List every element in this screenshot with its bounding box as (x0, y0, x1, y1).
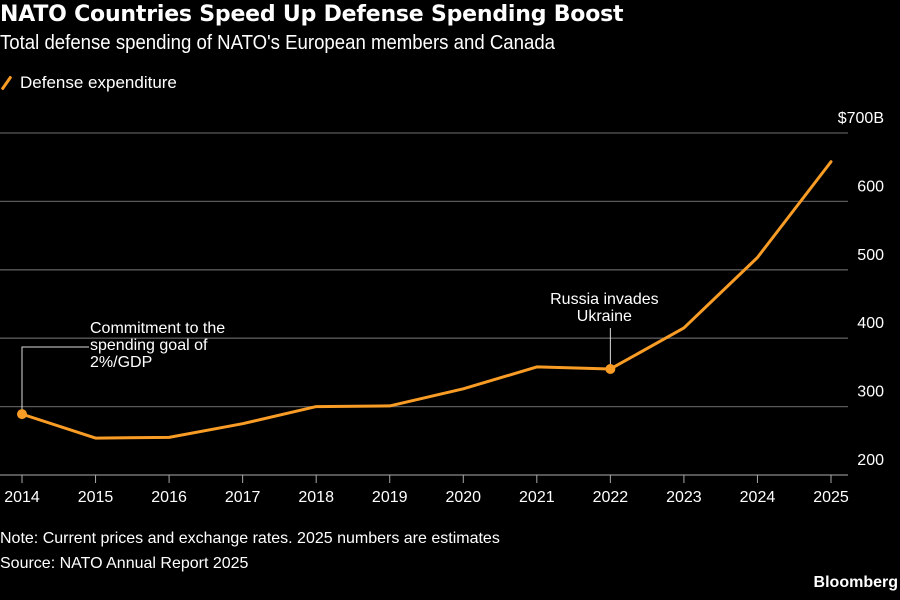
chart-subtitle: Total defense spending of NATO's Europea… (0, 32, 556, 54)
x-tick-label: 2014 (4, 489, 40, 506)
y-tick-label: $700B (838, 110, 884, 127)
x-tick-label: 2020 (445, 489, 481, 506)
chart-note: Note: Current prices and exchange rates.… (0, 530, 500, 547)
y-tick-label: 500 (857, 247, 884, 264)
x-tick-label: 2018 (298, 489, 334, 506)
x-tick-label: 2015 (78, 489, 114, 506)
gridlines (0, 132, 848, 476)
annotation-text: Ukraine (577, 308, 632, 325)
y-axis: 200 300 400 500 600 $700B (838, 110, 884, 469)
series-line (20, 160, 833, 440)
y-tick-label: 600 (857, 178, 884, 195)
x-tick-label: 2021 (519, 489, 555, 506)
legend: Defense expenditure (0, 73, 177, 93)
x-axis: 2014 2015 2016 2017 2018 2019 2020 2021 2022 2023… (4, 475, 849, 506)
x-tick-label: 2022 (593, 489, 629, 506)
chart-title: NATO Countries Speed Up Defense Spending… (0, 2, 624, 27)
series-defense-expenditure (17, 160, 833, 440)
x-tick-label: 2017 (225, 489, 261, 506)
x-tick-label: 2019 (372, 489, 408, 506)
annotation-leader-line (21, 346, 89, 415)
annotation-text: 2%/GDP (90, 354, 152, 371)
annotation-text: spending goal of (90, 337, 208, 354)
x-tick-label: 2016 (151, 489, 187, 506)
annotation-text: Commitment to the (90, 320, 225, 337)
y-tick-label: 200 (857, 452, 884, 469)
x-tick-label: 2025 (813, 489, 849, 506)
legend-label: Defense expenditure (20, 73, 177, 92)
data-point-marker (17, 409, 27, 420)
data-point-marker (605, 363, 616, 374)
x-tick-label: 2024 (740, 489, 776, 506)
chart-source: Source: NATO Annual Report 2025 (0, 555, 249, 572)
y-tick-label: 400 (857, 315, 884, 332)
bloomberg-logo: Bloomberg (813, 574, 898, 591)
annotation-text: Russia invades (550, 291, 659, 308)
x-tick-label: 2023 (666, 489, 702, 506)
y-tick-label: 300 (857, 384, 884, 401)
